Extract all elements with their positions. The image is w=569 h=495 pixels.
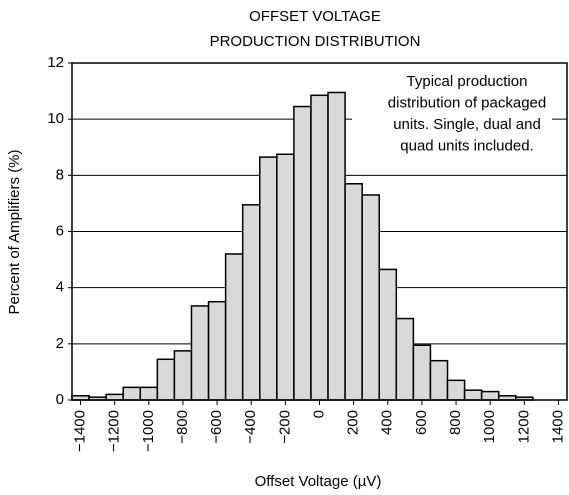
- x-axis-label: Offset Voltage (µV): [255, 473, 382, 490]
- bar: [259, 156, 278, 401]
- x-tick-label: 1400: [549, 410, 566, 443]
- bar: [378, 268, 398, 401]
- bar: [344, 183, 363, 401]
- x-tick-label: −600: [208, 410, 225, 444]
- x-tick-label: 200: [345, 410, 362, 435]
- x-tick-label: 400: [379, 410, 396, 435]
- x-tick-label: 1000: [481, 410, 498, 443]
- bar: [173, 350, 193, 401]
- annotation: units. Single, dual and: [393, 116, 541, 133]
- y-tick-label: 8: [56, 166, 64, 183]
- y-axis-label: Percent of Amplifiers (%): [6, 149, 23, 314]
- annotation: Typical production: [407, 73, 528, 90]
- x-tick-label: 600: [413, 410, 430, 435]
- bar: [327, 91, 346, 401]
- x-tick-label: −1200: [106, 410, 123, 452]
- y-tick-label: 0: [56, 391, 64, 408]
- x-tick-label: 1200: [515, 410, 532, 443]
- bar: [310, 94, 329, 401]
- x-tick-label: 0: [310, 410, 327, 418]
- bar: [207, 300, 227, 401]
- bar: [190, 305, 210, 401]
- bar: [241, 204, 261, 401]
- bar: [412, 344, 432, 401]
- y-tick-label: 4: [56, 279, 64, 296]
- annotation-box: [352, 70, 552, 162]
- annotation: distribution of packaged: [388, 94, 546, 111]
- bar: [361, 194, 380, 401]
- bar: [156, 358, 176, 401]
- chart-title: PRODUCTION DISTRIBUTION: [210, 33, 421, 50]
- bar: [480, 390, 500, 401]
- bar: [122, 386, 142, 401]
- bar: [463, 389, 483, 401]
- chart-title: OFFSET VOLTAGE: [249, 8, 381, 25]
- annotation: quad units included.: [400, 137, 533, 154]
- bar: [105, 393, 124, 401]
- bar: [429, 359, 449, 401]
- bar: [293, 105, 312, 401]
- y-tick-label: 2: [56, 335, 64, 352]
- x-tick-label: −800: [174, 410, 191, 444]
- bar: [139, 386, 159, 401]
- x-tick-label: 800: [447, 410, 464, 435]
- x-tick-label: −200: [276, 410, 293, 444]
- bar: [276, 153, 295, 401]
- bar: [395, 317, 415, 401]
- bar: [446, 379, 466, 401]
- x-tick-label: −1000: [140, 410, 157, 452]
- bar: [224, 253, 244, 401]
- y-tick-label: 6: [56, 222, 64, 239]
- x-tick-label: −400: [242, 410, 259, 444]
- y-tick-label: 10: [47, 110, 64, 127]
- y-tick-label: 12: [47, 54, 64, 71]
- x-tick-label: −1400: [72, 410, 89, 452]
